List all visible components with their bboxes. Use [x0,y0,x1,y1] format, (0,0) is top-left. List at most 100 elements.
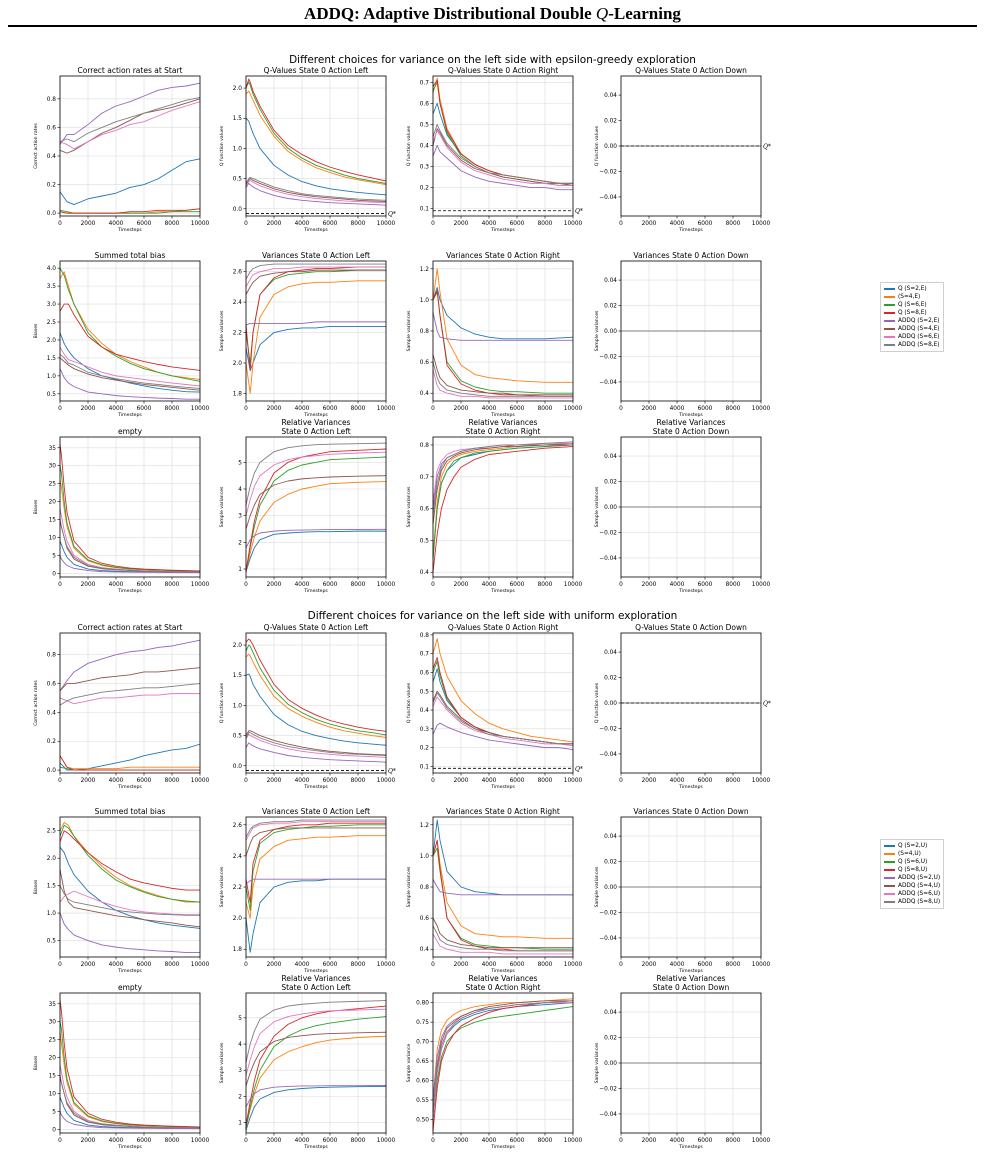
y-tick-label: 0.6 [47,125,57,131]
x-tick-label: 10000 [752,582,771,588]
plot-frame [245,632,387,774]
panel-title: Relative Variances State 0 Action Left [281,418,351,436]
x-tick-label: 8000 [726,962,741,968]
x-tick-label: 0 [244,778,248,784]
series-line-addq-s6 [245,821,386,841]
y-tick-label: 2.5 [47,320,57,326]
y-axis-label: Sample variances [219,1042,225,1083]
panel-eps-variances-state-0-action-left: Variances State 0 Action Left 0 2000 4000 60… [219,251,396,418]
series-line-addq-s6 [432,933,573,955]
series-line-addq-s2 [245,528,387,548]
x-tick-label: 10000 [752,1138,771,1144]
y-tick-label: 0.5 [233,177,243,183]
y-axis-label: Q function values [594,125,600,166]
series-line-addq-s6 [432,130,573,186]
series-line-addq-s4 [245,475,387,530]
x-tick-label: 8000 [726,1138,741,1144]
y-tick-label: 30 [49,464,57,470]
x-axis-label: Timesteps [678,1144,703,1150]
x-tick-label: 0 [431,1138,435,1144]
y-tick-label: 1.2 [420,267,430,273]
y-tick-label: 0.4 [420,391,430,397]
y-tick-label: 0.6 [420,101,430,107]
x-tick-label: 8000 [165,221,180,227]
y-tick-label: 1.0 [47,374,57,380]
chart-svg: 0 2000 4000 6000 8000 10000 1 2 3 4 5 Timesteps Samp… [219,992,396,1150]
x-axis-label: Timesteps [117,968,142,974]
y-tick-label: 0.8 [420,443,430,449]
x-tick-label: 2000 [267,221,282,227]
series-line-q-s2 [59,158,201,206]
y-tick-label: 0.4 [47,710,57,716]
series-line-addq-s2 [432,722,574,750]
panel-eps-relative-variances-state-0-action-left: Relative Variances State 0 Action Left 0 2… [219,418,396,594]
x-axis-label: Timesteps [303,1144,328,1150]
x-tick-label: 8000 [726,582,741,588]
x-tick-label: 2000 [81,582,96,588]
y-tick-label: 25 [49,482,57,488]
plot-frame [245,260,387,402]
y-axis-label: Sample variances [594,1042,600,1083]
chart-svg: 0 2000 4000 6000 8000 10000 0 5 10 15 20 25 30 35 Time… [33,436,210,594]
series-line-q-s8 [432,656,573,745]
x-tick-label: 10000 [564,962,583,968]
y-axis-label: Sample variances [406,866,412,907]
x-tick-label: 6000 [698,221,713,227]
series-line-addq-s2 [245,878,386,885]
x-tick-label: 0 [431,221,435,227]
x-tick-label: 6000 [698,582,713,588]
legend-swatch [884,893,895,895]
panel-title: Q-Values State 0 Action Left [263,623,369,632]
y-tick-label: 2.5 [47,829,57,835]
chart-svg: 0 2000 4000 6000 8000 10000 0.4 0.6 0.8 1.0 1.2 Tim… [406,816,583,974]
y-tick-label: 2.4 [233,300,243,306]
panel-uni-relative-variances-state-0-action-down: Relative Variances State 0 Action Down 0 2… [594,974,771,1150]
x-tick-label: 2000 [454,582,469,588]
y-tick-label: −0.02 [599,910,617,916]
y-tick-label: 0.5 [420,122,430,128]
y-tick-label: −0.02 [599,530,617,536]
x-tick-label: 2000 [81,221,96,227]
x-tick-label: 0 [619,778,623,784]
legend-item: Q (S=2,U) [884,842,940,850]
legend-item: (S=4,E) [884,293,940,301]
y-tick-label: 3 [238,514,242,520]
x-tick-label: 0 [431,582,435,588]
x-tick-label: 6000 [323,778,338,784]
x-tick-label: 0 [244,962,248,968]
series-line-q-s4 [432,268,573,383]
series-line-addq-s4 [59,869,201,928]
y-tick-label: 0.2 [47,183,57,189]
legend-label: Q (S=2,E) [898,286,927,292]
y-tick-label: 0.0 [47,768,57,774]
x-tick-label: 0 [58,1138,62,1144]
y-tick-label: 4 [238,1042,242,1048]
series-line-q-s2 [245,325,386,372]
series-line-q-s4 [245,835,386,919]
legend-item: ADDQ (S=8,U) [884,898,940,906]
y-tick-label: 0.02 [604,1036,617,1042]
y-tick-label: 0.8 [420,633,430,639]
y-tick-label: 0.00 [604,329,617,335]
series-line-q-s2 [432,668,573,745]
series-line-addq-s8 [59,683,201,706]
y-tick-label: 1.0 [420,298,430,304]
x-tick-label: 4000 [670,221,685,227]
x-axis-label: Timesteps [117,227,142,233]
x-tick-label: 10000 [377,582,396,588]
y-axis-label: Q function values [406,682,412,723]
y-tick-label: 0.60 [416,1079,429,1085]
x-axis-label: Timesteps [490,588,515,594]
y-axis-label: Q function values [594,682,600,723]
x-tick-label: 10000 [377,778,396,784]
series-line-q-s6 [59,267,201,382]
legend-label: Q (S=6,U) [898,859,928,865]
x-tick-label: 2000 [642,778,657,784]
reference-line-label: Q* [388,768,396,775]
y-tick-label: 0.2 [420,186,430,192]
panel-uni-variances-state-0-action-left: Variances State 0 Action Left 0 2000 4000 60… [219,807,396,974]
panel-uni-empty: empty 0 2000 4000 6000 8000 10000 0 5 10 15 20 25 30 3… [33,983,210,1150]
series-line-addq-s6 [245,179,387,204]
y-tick-label: 0.3 [420,165,430,171]
x-tick-label: 4000 [295,221,310,227]
